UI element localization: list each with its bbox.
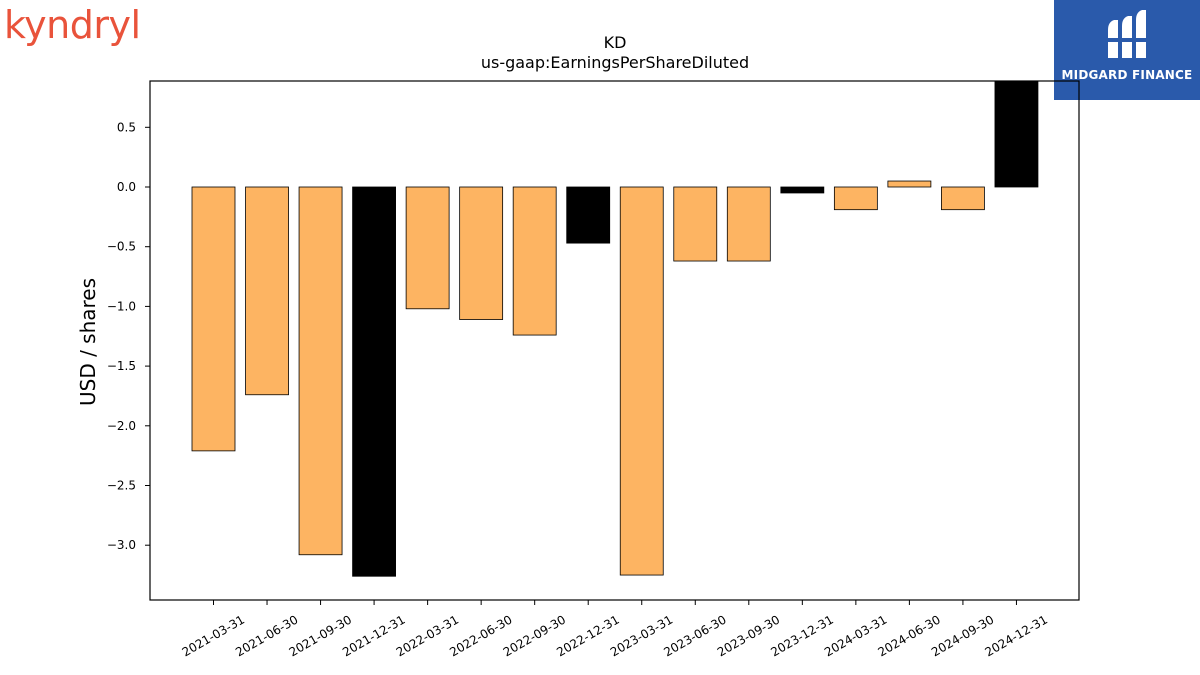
bar-2022-09-30 <box>512 186 557 336</box>
bar-2024-09-30 <box>941 186 985 211</box>
bar-2021-03-31 <box>191 186 236 452</box>
kyndryl-logo-text: kyndryl <box>4 3 141 47</box>
y-tick-label: 0.0 <box>117 180 136 194</box>
midgard-logo-icon <box>1106 10 1148 58</box>
bar-2022-03-31 <box>405 186 450 310</box>
bar-2021-06-30 <box>245 186 289 396</box>
bar-2024-12-31 <box>994 80 1039 188</box>
bar-2021-09-30 <box>298 186 343 556</box>
y-axis-label: USD / shares <box>76 278 100 406</box>
midgard-finance-logo: MIDGARD FINANCE <box>1054 0 1200 100</box>
bar-2023-06-30 <box>673 186 718 262</box>
x-ticks-group: 2021-03-312021-06-302021-09-302021-12-31… <box>180 600 1050 659</box>
bars-group <box>191 80 1039 577</box>
bar-2024-06-30 <box>887 180 932 188</box>
chart-subtitle: us-gaap:EarningsPerShareDiluted <box>481 53 749 72</box>
bar-2021-12-31 <box>352 186 396 577</box>
chart-title: KD <box>604 33 627 52</box>
bar-2023-12-31 <box>780 186 825 194</box>
kyndryl-logo: kyndryl <box>4 0 154 56</box>
y-tick-label: 0.5 <box>117 120 136 134</box>
plot-frame <box>149 80 1080 601</box>
y-tick-label: −1.0 <box>107 299 136 313</box>
bar-2022-06-30 <box>459 186 504 320</box>
y-ticks-group: 0.5 0.0 −0.5 −1.0 −1.5 −2.0 −2.5 −3.0 <box>107 120 150 552</box>
bar-2024-03-31 <box>833 186 878 211</box>
y-tick-label: −2.5 <box>107 479 136 493</box>
bar-2022-12-31 <box>566 186 611 244</box>
bar-2023-09-30 <box>726 186 771 262</box>
y-tick-label: −0.5 <box>107 240 136 254</box>
y-tick-label: −1.5 <box>107 359 136 373</box>
y-tick-label: −3.0 <box>107 538 136 552</box>
midgard-logo-text: MIDGARD FINANCE <box>1061 68 1193 82</box>
y-tick-label: −2.0 <box>107 419 136 433</box>
bar-2023-03-31 <box>619 186 664 576</box>
